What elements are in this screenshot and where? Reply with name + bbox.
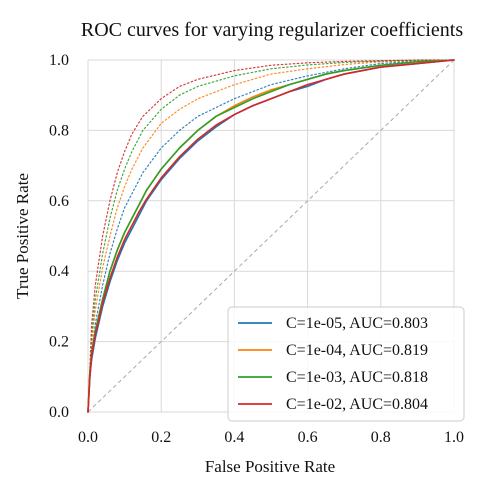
y-tick-label: 0.0 <box>49 404 69 421</box>
dotted-curve-3 <box>87 59 455 413</box>
legend: C=1e-05, AUC=0.803 C=1e-04, AUC=0.819 C=1e… <box>227 306 465 422</box>
series-layer <box>87 59 455 413</box>
roc-series-line-2 <box>87 59 455 413</box>
x-tick-label: 0.6 <box>298 429 318 446</box>
x-tick-label: 0.2 <box>151 429 171 446</box>
legend-label-0: C=1e-05, AUC=0.803 <box>286 315 428 332</box>
legend-label-2: C=1e-03, AUC=0.818 <box>286 369 428 386</box>
y-tick-label: 1.0 <box>49 52 69 69</box>
x-tick-label: 0.4 <box>224 429 244 446</box>
y-ticks-layer: 0.0 0.2 0.4 0.6 0.8 1.0 <box>49 52 69 421</box>
x-ticks-layer: 0.0 0.2 0.4 0.6 0.8 1.0 <box>78 429 464 446</box>
dotted-curves-layer <box>87 59 455 413</box>
dotted-curve-0 <box>87 59 455 413</box>
dotted-curve-1 <box>87 59 455 413</box>
diagonal-layer <box>87 59 455 413</box>
x-tick-label: 0.8 <box>371 429 391 446</box>
y-tick-label: 0.6 <box>49 193 69 210</box>
legend-label-3: C=1e-02, AUC=0.804 <box>286 396 428 413</box>
chance-diagonal-line <box>87 59 455 413</box>
x-tick-label: 0.0 <box>78 429 98 446</box>
y-tick-label: 0.8 <box>49 122 69 139</box>
dotted-curve-2 <box>87 59 455 413</box>
grid-layer <box>87 59 455 413</box>
y-tick-label: 0.4 <box>49 263 69 280</box>
roc-series-line-3 <box>87 59 455 413</box>
chart-title: ROC curves for varying regularizer coeff… <box>81 19 463 41</box>
legend-label-1: C=1e-04, AUC=0.819 <box>286 342 428 359</box>
x-tick-label: 1.0 <box>444 429 464 446</box>
legend-box <box>227 306 465 422</box>
y-axis-label: True Positive Rate <box>13 173 32 299</box>
y-tick-label: 0.2 <box>49 334 69 351</box>
x-axis-label: False Positive Rate <box>205 457 335 476</box>
